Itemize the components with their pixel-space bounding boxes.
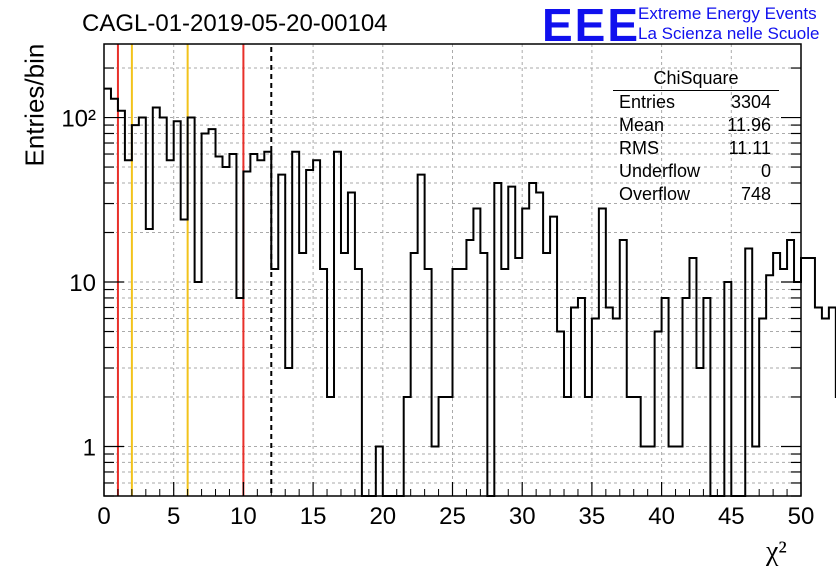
- x-tick-label: 45: [718, 503, 745, 530]
- axis-ticks: [103, 67, 802, 497]
- stat-label: Underflow: [619, 161, 701, 181]
- x-tick-label: 35: [579, 503, 606, 530]
- stat-label: Entries: [619, 92, 676, 112]
- stat-value: 11.11: [728, 138, 771, 158]
- y-tick-labels: 1 10 10²: [61, 106, 96, 462]
- logo-line-1: Extreme Energy Events: [638, 4, 817, 23]
- x-tick-label: 40: [648, 503, 675, 530]
- x-tick-label: 0: [97, 503, 110, 530]
- logo-line-2: La Scienza nelle Scuole: [638, 24, 820, 43]
- stat-row-overflow: Overflow 748: [613, 183, 779, 206]
- x-axis-label: χ²: [766, 536, 787, 567]
- x-tick-label: 10: [230, 503, 257, 530]
- x-tick-label: 30: [509, 503, 536, 530]
- stat-value: 0: [760, 161, 771, 181]
- y-tick-label: 10: [69, 270, 96, 297]
- x-tick-label: 5: [167, 503, 180, 530]
- x-tick-label: 25: [439, 503, 466, 530]
- x-tick-labels: 0 5 10 15 20 25 30 35 40 45 50: [97, 503, 814, 530]
- stat-value: 11.96: [727, 115, 771, 135]
- stat-label: RMS: [619, 138, 659, 158]
- stat-row-mean: Mean 11.96: [613, 114, 779, 137]
- stat-value: 3304: [730, 92, 771, 112]
- x-tick-label: 20: [369, 503, 396, 530]
- stats-title: ChiSquare: [613, 66, 779, 91]
- eee-logo: EEE: [542, 0, 641, 51]
- stat-label: Overflow: [619, 184, 691, 204]
- stat-row-rms: RMS 11.11: [613, 137, 779, 160]
- y-axis-label: Entries/bin: [19, 43, 50, 167]
- stat-value: 748: [740, 184, 771, 204]
- x-tick-label: 15: [300, 503, 327, 530]
- stat-row-entries: Entries 3304: [613, 91, 779, 114]
- y-tick-label: 10²: [61, 106, 96, 133]
- plot-title: CAGL-01-2019-05-20-00104: [82, 10, 388, 37]
- stat-label: Mean: [619, 115, 665, 135]
- stats-box: ChiSquare Entries 3304 Mean 11.96 RMS 11…: [613, 66, 779, 206]
- y-tick-label: 1: [83, 434, 96, 461]
- x-tick-label: 50: [788, 503, 815, 530]
- histogram-outline: [104, 87, 836, 497]
- stat-row-underflow: Underflow 0: [613, 160, 779, 183]
